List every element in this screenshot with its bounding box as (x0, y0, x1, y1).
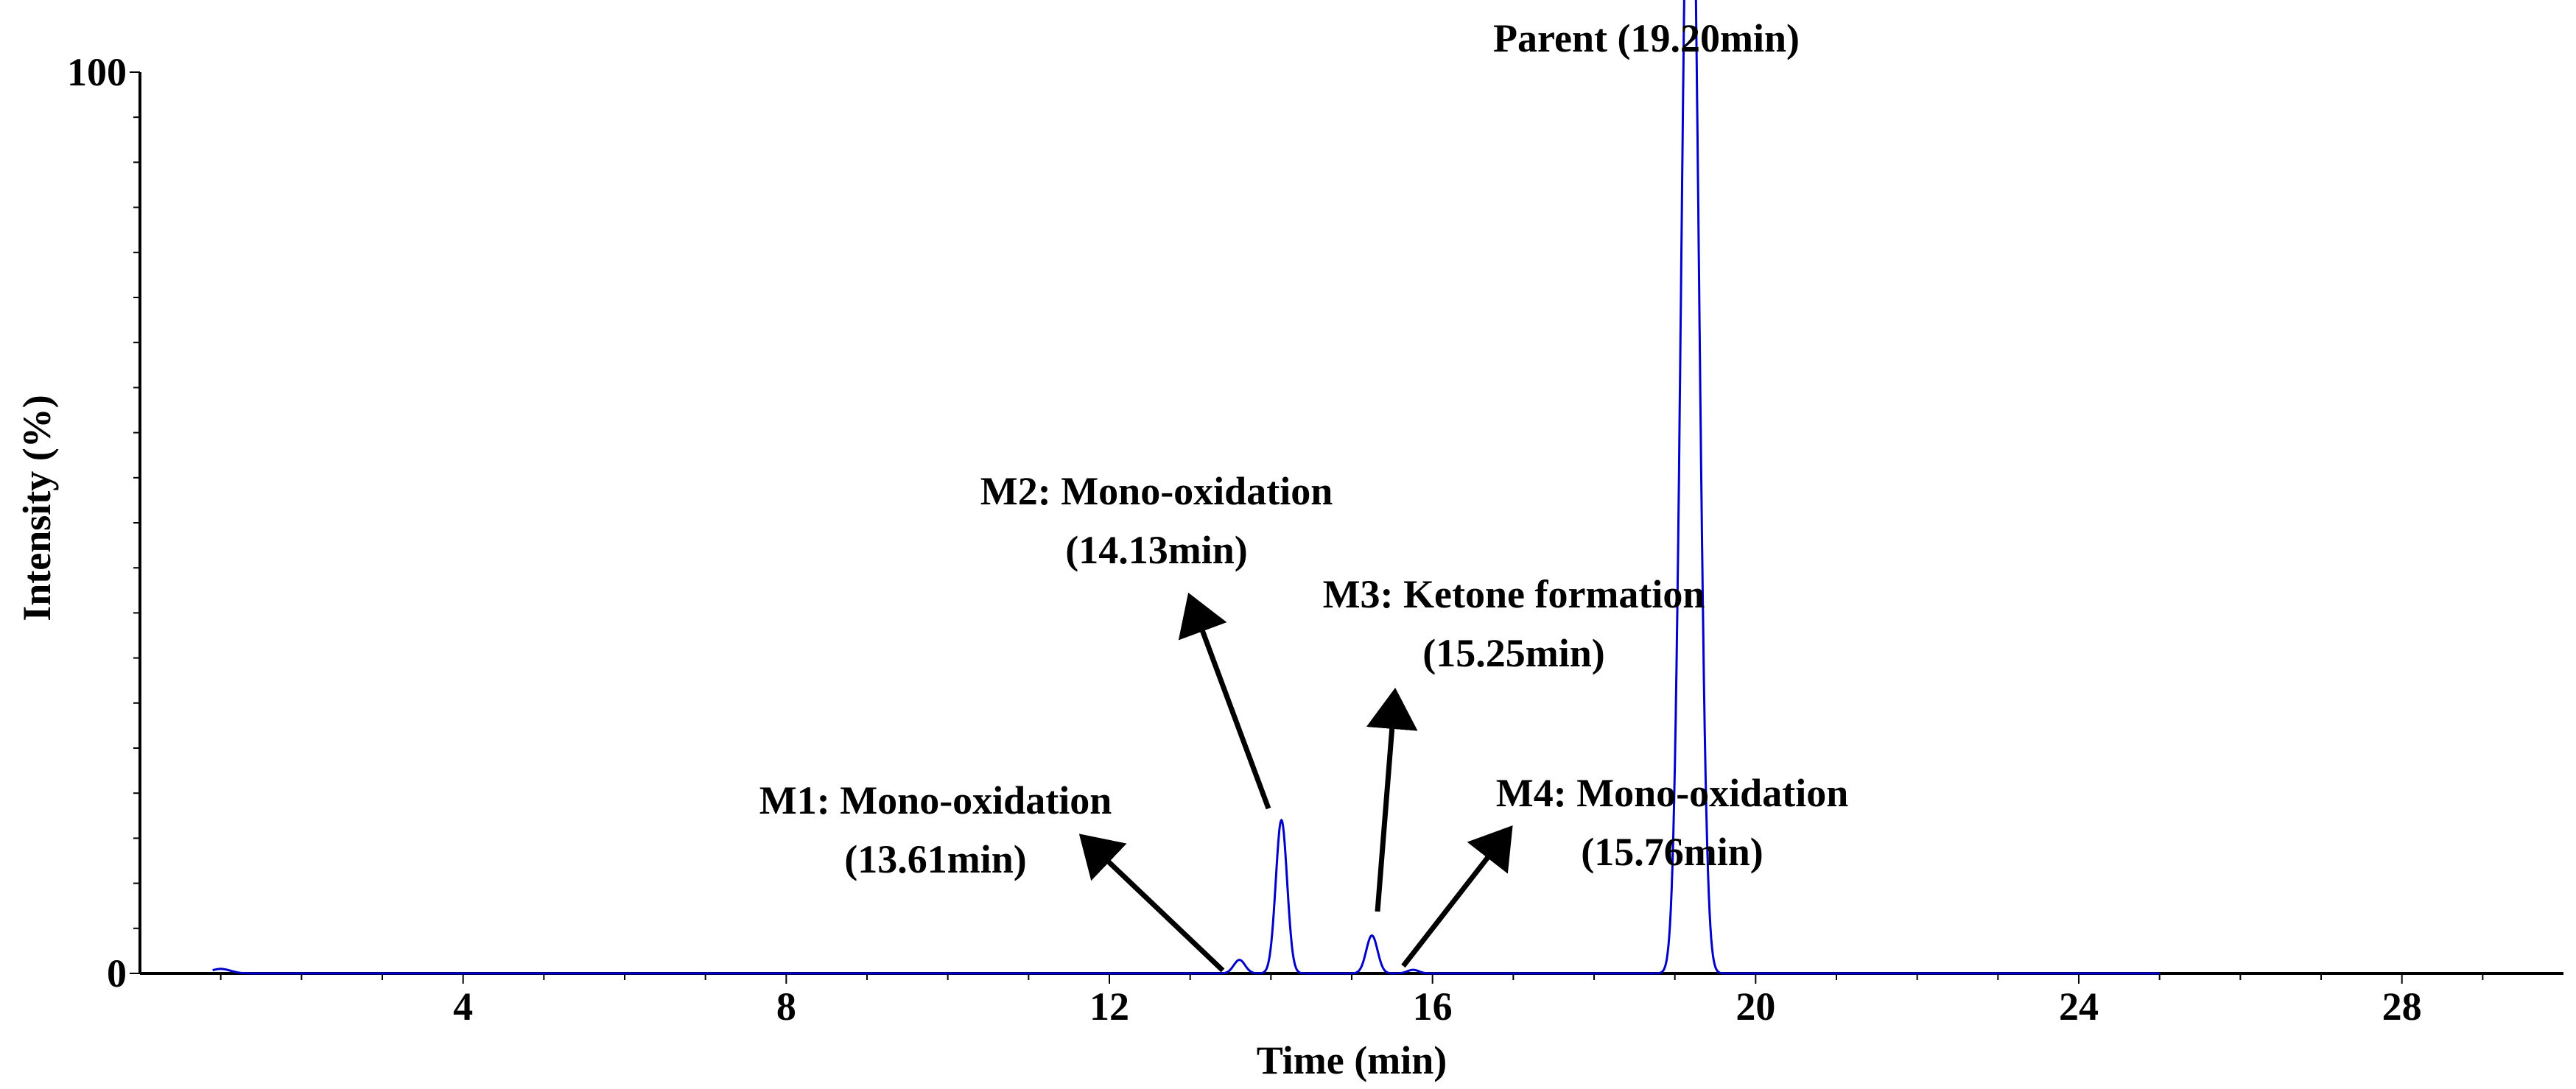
chromatogram-trace (212, 0, 2160, 975)
annotation-m4-line2: (15.76min) (1581, 830, 1763, 874)
annotation-m2-line1: M2: Mono-oxidation (980, 469, 1333, 513)
x-tick-label: 28 (2382, 984, 2422, 1029)
x-tick-label: 20 (1736, 984, 1775, 1029)
y-axis-label: Intensity (%) (15, 395, 59, 621)
y-minor-ticks (130, 71, 140, 974)
annotation-m1-line1: M1: Mono-oxidation (759, 778, 1112, 822)
annotation-m1-line2: (13.61min) (844, 837, 1026, 881)
y-tick-label: 100 (67, 50, 127, 94)
annotation-m4-line1: M4: Mono-oxidation (1496, 771, 1849, 815)
x-tick-label: 24 (2059, 984, 2099, 1029)
arrow-m1 (1078, 834, 1225, 973)
arrow-m4 (1401, 825, 1513, 968)
x-tick-label: 4 (453, 984, 473, 1029)
y-tick-label: 0 (107, 951, 127, 995)
annotation-m2-line2: (14.13min) (1065, 528, 1247, 572)
x-tick-labels: 4 8 12 16 20 24 28 (453, 984, 2422, 1029)
annotation-parent: Parent (19.20min) (1493, 16, 1800, 60)
x-tick-label: 12 (1089, 984, 1129, 1029)
x-tick-label: 8 (776, 984, 796, 1029)
x-axis-label: Time (min) (1257, 1038, 1447, 1082)
arrow-m3 (1366, 688, 1418, 912)
x-minor-ticks (220, 973, 2484, 984)
annotation-m3-line1: M3: Ketone formation (1323, 572, 1705, 616)
y-tick-labels: 0 100 (67, 50, 127, 995)
arrow-m2 (1178, 592, 1271, 810)
x-tick-label: 16 (1413, 984, 1453, 1029)
annotation-m3-line2: (15.25min) (1422, 631, 1604, 675)
